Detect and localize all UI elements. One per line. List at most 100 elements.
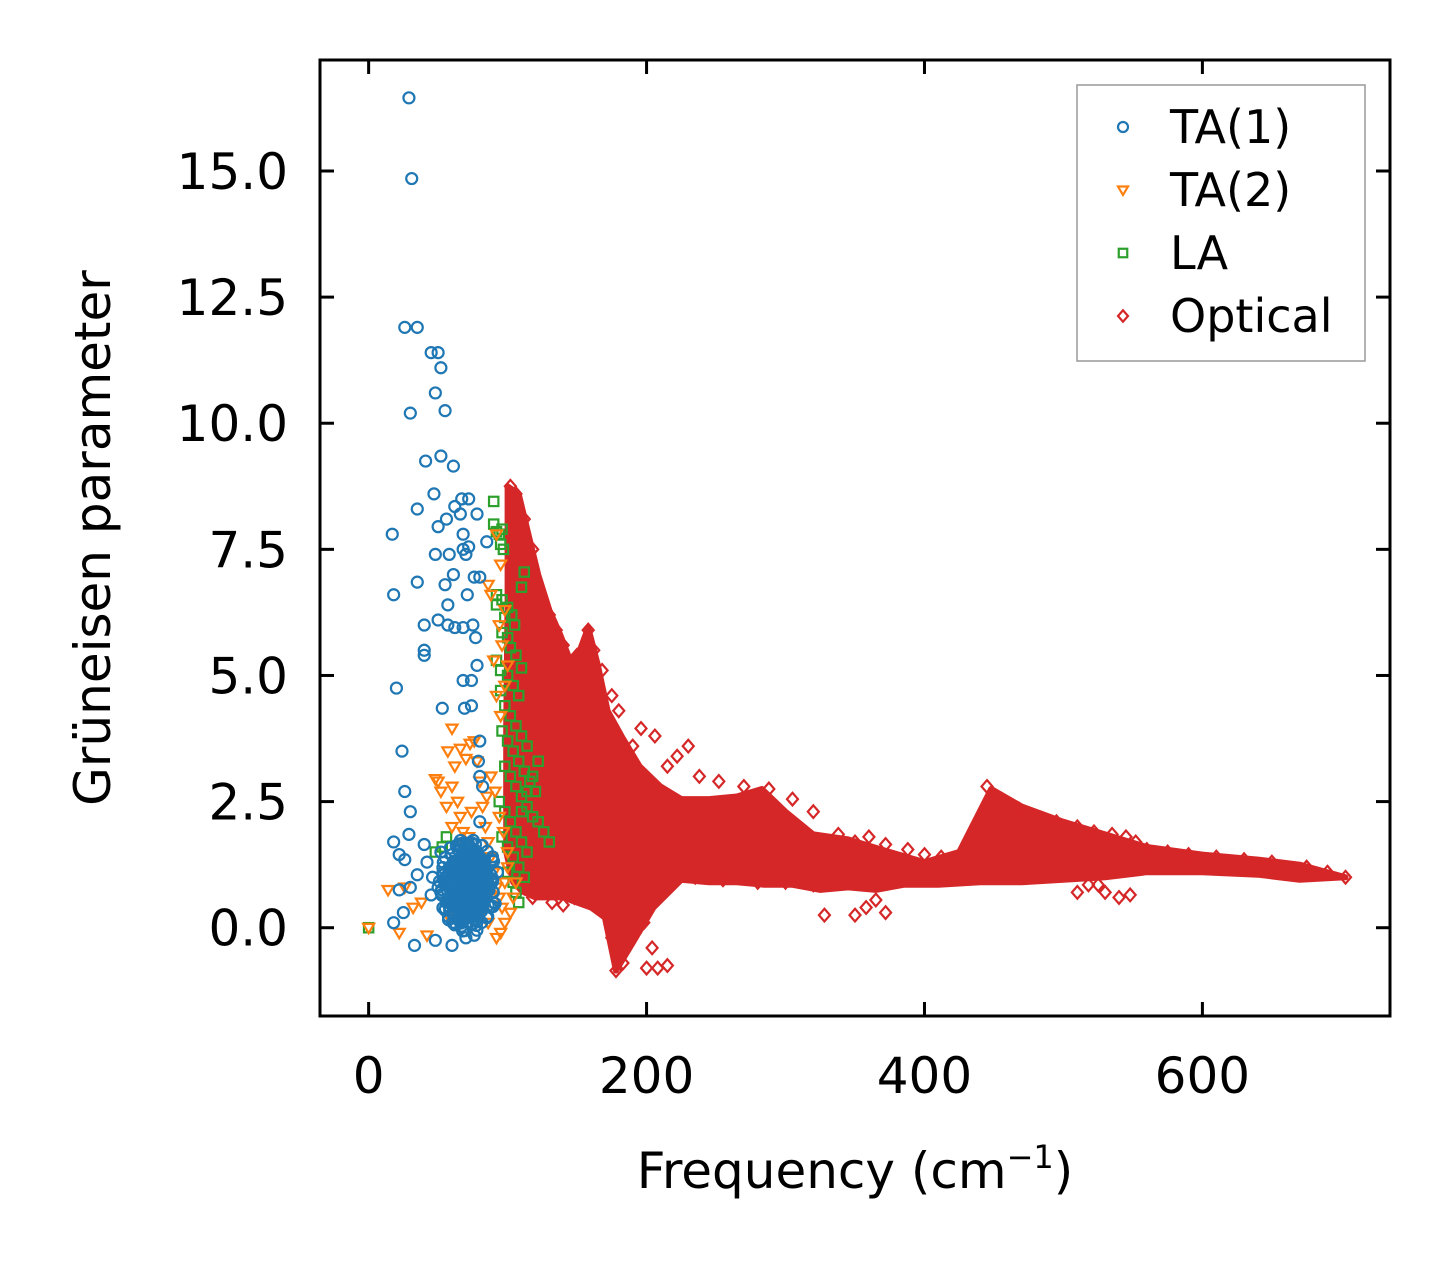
la-point	[497, 543, 510, 556]
optical-point	[1105, 826, 1120, 843]
ta1-point	[470, 507, 484, 521]
la-point	[496, 523, 508, 535]
optical-point	[1091, 876, 1106, 893]
legend-marker	[1117, 247, 1129, 259]
ta2-point	[496, 826, 511, 840]
optical-point	[1112, 889, 1126, 906]
optical-point	[785, 791, 800, 808]
ta1-point	[454, 916, 468, 930]
optical-point	[660, 866, 675, 883]
ta2-point	[508, 877, 524, 890]
optical-point	[778, 874, 793, 891]
ta1-point	[389, 681, 404, 695]
ta2-point	[430, 776, 446, 790]
ta1-point	[485, 850, 500, 864]
y-tick-label: 2.5	[208, 774, 288, 832]
la-point	[518, 566, 531, 578]
ta1-point	[471, 754, 486, 768]
optical-point	[1320, 864, 1335, 881]
ta1-point	[410, 575, 424, 589]
ta1-point	[428, 386, 442, 400]
optical-point	[670, 748, 685, 765]
optical-point	[1098, 884, 1113, 901]
ta1-point	[490, 865, 505, 879]
plot-frame	[318, 58, 1392, 1018]
ta1-point	[405, 171, 419, 186]
optical-point	[806, 803, 821, 820]
ta2-point	[452, 743, 468, 757]
optical-point	[900, 841, 915, 858]
optical-point	[861, 828, 876, 845]
y-tick-label: 0.0	[208, 900, 288, 958]
ta2-point	[450, 796, 465, 810]
optical-point	[806, 876, 821, 893]
optical-point	[647, 728, 662, 745]
optical-point	[549, 622, 564, 639]
optical-point	[625, 738, 640, 755]
la-point	[532, 755, 544, 768]
ta1-point	[438, 404, 452, 418]
optical-point	[831, 826, 846, 843]
legend-entry: TA(1)	[1116, 100, 1291, 154]
optical-point	[1299, 859, 1314, 876]
ta1-point	[448, 499, 462, 514]
optical-point	[577, 879, 591, 896]
ta2-point	[361, 922, 377, 936]
ta2-point	[502, 907, 518, 921]
la-point	[526, 770, 539, 783]
optical-point	[604, 687, 619, 704]
ta2-point	[419, 930, 435, 943]
optical-point	[1012, 801, 1026, 818]
optical-point	[535, 884, 550, 901]
legend-marker	[1116, 308, 1130, 324]
ta2-point	[469, 756, 485, 769]
ta1-point	[435, 701, 449, 715]
ta2-point	[433, 786, 449, 800]
ta1-point	[417, 837, 431, 852]
ta1-point	[396, 905, 410, 920]
ta1-point	[467, 570, 481, 584]
optical-point	[1123, 886, 1138, 903]
ta1-point	[410, 502, 424, 516]
ta2-point	[491, 811, 507, 825]
ta2-point	[497, 877, 513, 890]
optical-point	[688, 869, 703, 886]
ta1-point	[395, 744, 409, 758]
ta1-point	[452, 873, 466, 887]
la-point	[487, 495, 500, 508]
ta1-point	[459, 547, 473, 561]
ta1-point	[431, 880, 445, 894]
ta1-point	[398, 784, 412, 799]
optical-dense-region	[503, 483, 1349, 974]
ta1-point	[480, 911, 494, 925]
ta2-point	[447, 761, 463, 774]
optical-point	[1049, 813, 1064, 830]
optical-point	[692, 768, 707, 785]
ta1-point	[417, 618, 431, 632]
optical-point	[1081, 876, 1096, 893]
optical-point	[586, 894, 601, 911]
la-point	[521, 846, 533, 858]
y-tick-label: 15.0	[177, 143, 288, 201]
ta1-point	[466, 618, 480, 632]
la-point	[515, 581, 528, 593]
ta1-point	[448, 620, 462, 635]
ta1-point	[398, 853, 412, 867]
ta1-point	[398, 320, 412, 334]
legend-marker	[1116, 120, 1130, 134]
optical-point	[604, 929, 619, 946]
ta2-point	[444, 821, 460, 835]
ta2-point	[475, 801, 491, 815]
ta1-point	[481, 883, 495, 897]
optical-point	[636, 914, 651, 931]
legend-entry: TA(2)	[1116, 163, 1291, 217]
ta2-point	[494, 640, 510, 653]
optical-point	[1119, 828, 1133, 845]
x-tick-label: 600	[1155, 1047, 1250, 1105]
optical-point	[993, 791, 1008, 808]
ta2-point	[439, 801, 454, 815]
optical-point	[1087, 823, 1101, 840]
ta1-point	[464, 905, 479, 920]
y-tick-label: 7.5	[208, 521, 288, 579]
ta2-point	[444, 781, 460, 795]
